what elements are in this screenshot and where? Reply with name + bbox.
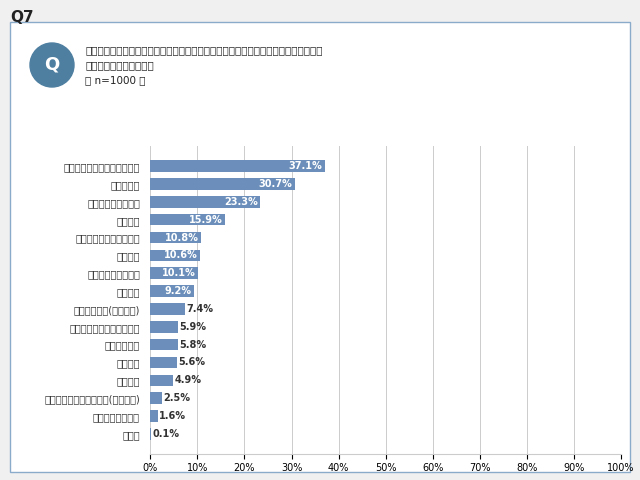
Text: 1.6%: 1.6% [159,411,186,421]
Text: 23.3%: 23.3% [224,197,258,207]
Bar [150,178,295,190]
Bar [150,339,178,350]
Text: 10.8%: 10.8% [165,232,199,242]
Text: （お答えはいくつでも）: （お答えはいくつでも） [85,60,154,70]
Bar [150,160,325,172]
FancyBboxPatch shape [10,22,630,472]
Bar [150,232,201,243]
Text: Q: Q [44,56,60,74]
Bar [150,321,178,333]
Bar [150,410,158,422]
Bar [150,303,185,315]
Text: 10.1%: 10.1% [162,268,196,278]
Bar [150,285,194,297]
Text: Q7: Q7 [10,10,34,25]
Circle shape [30,43,74,87]
Text: 5.9%: 5.9% [180,322,207,332]
Text: 15.9%: 15.9% [189,215,223,225]
Text: 37.1%: 37.1% [289,161,323,171]
Bar [150,250,200,261]
Text: 30.7%: 30.7% [259,179,292,189]
Text: （ n=1000 ）: （ n=1000 ） [85,75,145,85]
Text: 5.6%: 5.6% [178,358,205,368]
Text: 10.6%: 10.6% [164,251,198,260]
Text: 0.1%: 0.1% [152,429,179,439]
Text: 2.5%: 2.5% [164,393,191,403]
Text: 4.9%: 4.9% [175,375,202,385]
Bar [150,267,198,279]
Bar [150,392,162,404]
Text: 9.2%: 9.2% [164,286,191,296]
Bar [150,214,225,226]
Text: あなたは、電動アシスト自転車運転中に以下のマナー違反をしたことがありますか。: あなたは、電動アシスト自転車運転中に以下のマナー違反をしたことがありますか。 [85,45,323,55]
Text: 5.8%: 5.8% [179,340,206,349]
Bar [150,357,177,368]
Text: 7.4%: 7.4% [187,304,214,314]
Bar [150,196,260,208]
Bar [150,374,173,386]
